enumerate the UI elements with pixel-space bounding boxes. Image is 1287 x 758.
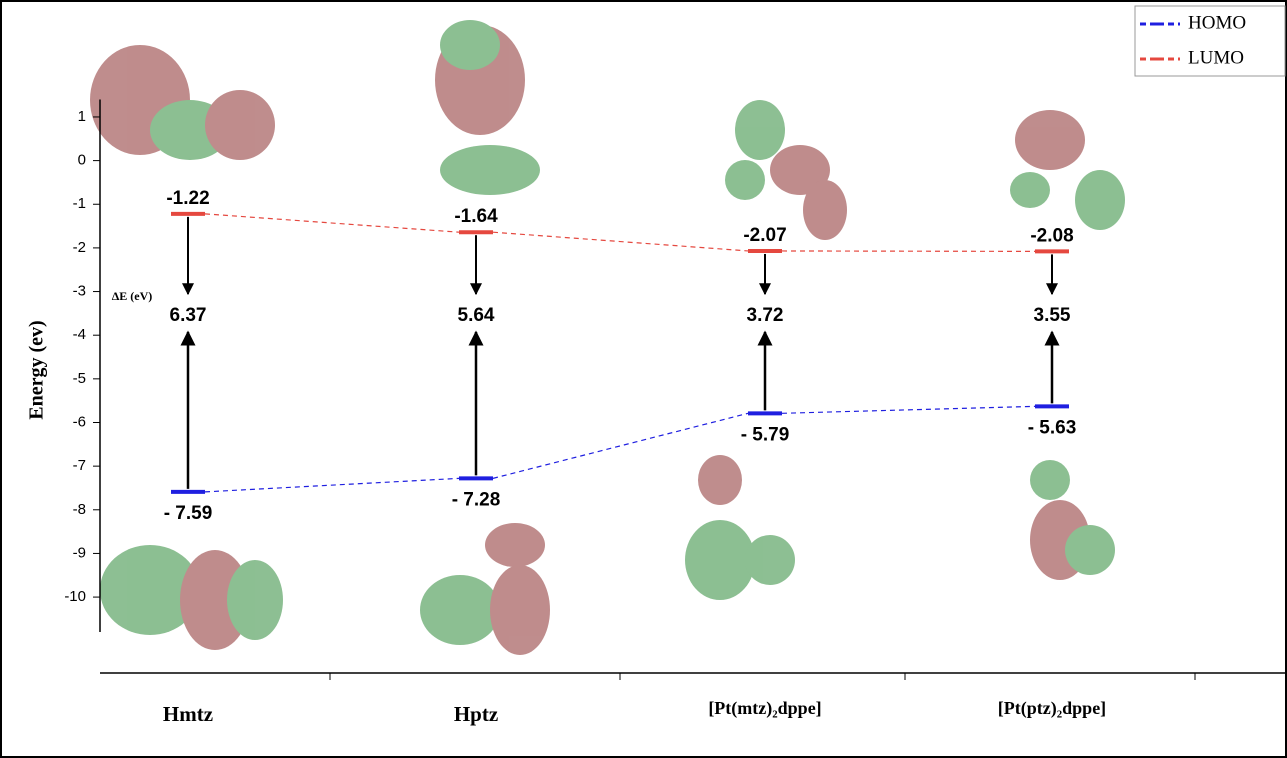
value-label: - 7.59 xyxy=(164,503,213,524)
y-axis-label: Energy (ev) xyxy=(26,320,48,419)
connector xyxy=(493,232,748,251)
gap-value: 3.72 xyxy=(747,305,784,326)
value-label: - 5.79 xyxy=(741,424,790,445)
y-tick-label: -6 xyxy=(73,413,86,430)
y-tick-label: -10 xyxy=(64,588,86,605)
value-label: - 7.28 xyxy=(452,489,501,510)
chart: Energy (ev) ΔE (eV) 1 0 -1 -2 -3 -4 -5 -6 -7 -8 -9… xyxy=(0,0,1287,758)
legend-label: HOMO xyxy=(1188,12,1246,33)
y-tick-label: -1 xyxy=(73,195,86,212)
value-label: - 5.63 xyxy=(1028,417,1077,438)
connector xyxy=(205,214,459,232)
x-minor-ticks xyxy=(330,673,1195,680)
x-tick-label: Hmtz xyxy=(163,702,213,726)
gap-value: 3.55 xyxy=(1034,305,1071,326)
y-tick-label: -9 xyxy=(73,544,86,561)
y-tick-label: 0 xyxy=(78,152,86,169)
value-label: -1.22 xyxy=(166,188,209,209)
y-tick-label: -3 xyxy=(73,283,86,300)
x-tick-label: [Pt(mtz)₂dppe] xyxy=(708,698,821,719)
connector xyxy=(782,406,1035,413)
x-tick-label: [Pt(ptz)₂dppe] xyxy=(998,698,1106,719)
value-label: -2.08 xyxy=(1030,225,1073,246)
value-label: -2.07 xyxy=(743,225,786,246)
y-tick-label: 1 xyxy=(78,108,86,125)
gap-label: ΔE (eV) xyxy=(112,289,153,303)
gap-value: 6.37 xyxy=(170,305,207,326)
connector xyxy=(205,478,459,492)
y-tick-label: -7 xyxy=(73,457,86,474)
gap-value: 5.64 xyxy=(458,305,495,326)
value-label: -1.64 xyxy=(454,206,498,227)
y-tick-label: -2 xyxy=(73,239,86,256)
orbital-illustrations xyxy=(90,20,1125,655)
y-tick-label: -4 xyxy=(73,326,86,343)
y-tick-label: -8 xyxy=(73,501,86,518)
y-tick-label: -5 xyxy=(73,370,86,387)
x-tick-label: Hptz xyxy=(454,702,498,726)
legend-label: LUMO xyxy=(1188,47,1244,68)
